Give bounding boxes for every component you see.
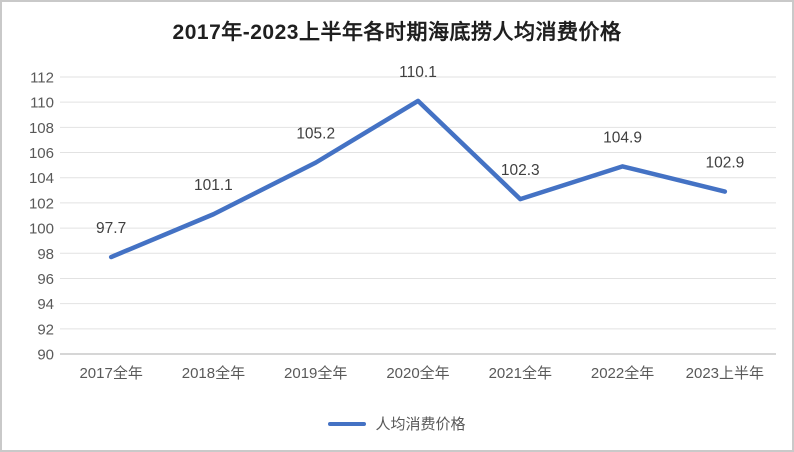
y-tick-label: 104 — [29, 170, 54, 187]
y-tick-label: 102 — [29, 195, 54, 212]
y-tick-label: 110 — [30, 95, 54, 112]
y-tick-label: 98 — [37, 246, 54, 263]
x-category-label: 2018全年 — [182, 364, 245, 382]
y-tick-label: 94 — [37, 296, 54, 313]
x-category-label: 2017全年 — [79, 364, 142, 382]
y-tick-label: 100 — [29, 221, 54, 238]
y-tick-label: 108 — [29, 120, 54, 137]
x-category-label: 2022全年 — [591, 364, 654, 382]
y-tick-label: 106 — [29, 145, 54, 162]
y-tick-label: 92 — [37, 321, 54, 338]
x-category-label: 2019全年 — [284, 364, 347, 382]
y-tick-label: 112 — [30, 70, 54, 87]
data-label: 101.1 — [194, 177, 233, 194]
legend-series-label: 人均消费价格 — [375, 416, 466, 433]
legend: 人均消费价格 — [2, 413, 792, 434]
data-label: 110.1 — [399, 64, 437, 81]
x-category-label: 2021全年 — [489, 364, 552, 382]
data-label: 102.9 — [705, 155, 744, 172]
y-tick-label: 96 — [37, 271, 54, 288]
chart-title: 2017年-2023上半年各时期海底捞人均消费价格 — [172, 21, 622, 44]
data-label: 97.7 — [96, 220, 126, 237]
data-label: 102.3 — [501, 162, 540, 179]
x-category-label: 2020全年 — [386, 364, 449, 382]
data-label: 104.9 — [603, 129, 642, 146]
y-tick-label: 90 — [37, 347, 54, 364]
x-category-label: 2023上半年 — [686, 365, 764, 382]
legend-line-swatch — [328, 421, 367, 426]
data-label: 105.2 — [296, 126, 335, 143]
series-line — [108, 98, 728, 260]
